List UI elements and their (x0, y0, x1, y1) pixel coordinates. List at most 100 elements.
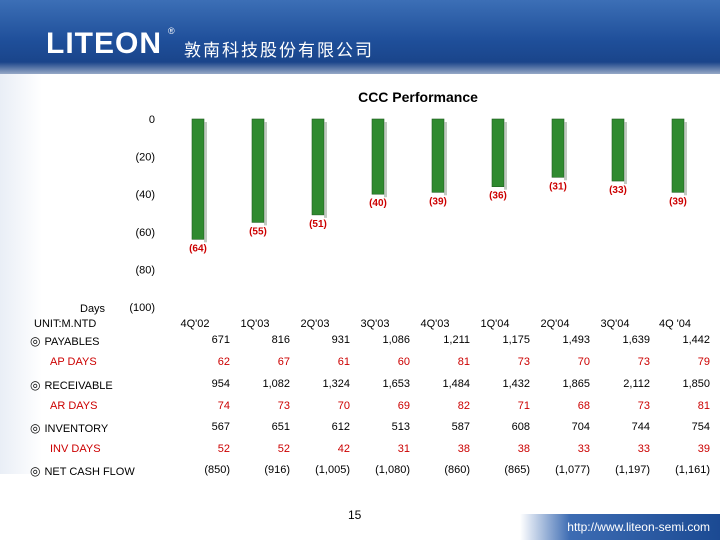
bar-value-label: (64) (189, 243, 207, 254)
bar-value-label: (39) (429, 196, 447, 207)
table-cell: 816 (271, 334, 290, 346)
table-cell: 33 (637, 443, 650, 455)
table-cell: 744 (631, 421, 650, 433)
table-cell: 1,082 (262, 378, 290, 390)
row-label: INV DAYS (50, 443, 101, 455)
table-cell: 60 (397, 356, 410, 368)
footer-url[interactable]: http://www.liteon-semi.com (567, 520, 710, 534)
row-label: ◎ RECEIVABLE (30, 378, 113, 392)
table-cell: 1,086 (382, 334, 410, 346)
table-cell: 1,639 (622, 334, 650, 346)
table-cell: 62 (217, 356, 230, 368)
table-cell: 70 (337, 400, 350, 412)
table-cell: 73 (637, 400, 650, 412)
table-cell: 52 (277, 443, 290, 455)
company-logo: LITEON (46, 27, 162, 60)
table-cell: (1,077) (555, 464, 590, 476)
row-label: AP DAYS (50, 356, 97, 368)
column-header: 1Q'03 (240, 318, 270, 330)
table-cell: 612 (331, 421, 350, 433)
table-cell: 1,432 (502, 378, 530, 390)
row-label-text: INV DAYS (50, 443, 101, 455)
left-decor-strip (0, 74, 42, 474)
chart-bar (491, 118, 505, 187)
table-cell: 1,484 (442, 378, 470, 390)
table-cell: 73 (517, 356, 530, 368)
chart-bar (671, 118, 685, 193)
column-header: 2Q'03 (300, 318, 330, 330)
table-cell: 954 (211, 378, 230, 390)
bar-shadow (564, 122, 567, 181)
table-cell: 42 (337, 443, 350, 455)
table-cell: 931 (331, 334, 350, 346)
bar-value-label: (39) (669, 196, 687, 207)
table-cell: 74 (217, 400, 230, 412)
table-cell: 38 (517, 443, 530, 455)
table-cell: (1,197) (615, 464, 650, 476)
table-cell: 81 (697, 400, 710, 412)
company-name: 敦南科技股份有限公司 (184, 41, 374, 61)
registered-mark: ® (168, 26, 175, 36)
column-header: 2Q'04 (540, 318, 570, 330)
table-cell: 81 (457, 356, 470, 368)
chart-bar (191, 118, 205, 240)
column-header: 4Q '04 (658, 318, 692, 330)
table-cell: (1,161) (675, 464, 710, 476)
row-label-text: NET CASH FLOW (44, 466, 135, 478)
bar-value-label: (33) (609, 185, 627, 196)
table-cell: 71 (517, 400, 530, 412)
column-header: 3Q'03 (360, 318, 390, 330)
table-cell: (850) (204, 464, 230, 476)
table-cell: 61 (337, 356, 350, 368)
table-cell: 567 (211, 421, 230, 433)
column-header: 4Q'03 (420, 318, 450, 330)
table-cell: 754 (691, 421, 710, 433)
table-cell: 70 (577, 356, 590, 368)
bar-shadow (324, 122, 327, 218)
bar-value-label: (55) (249, 226, 267, 237)
table-cell: 2,112 (623, 378, 650, 390)
y-axis-label: Days (80, 303, 106, 315)
row-label-text: AR DAYS (50, 400, 98, 412)
bar-value-label: (31) (549, 181, 567, 192)
y-tick-label: 0 (149, 114, 155, 126)
table-cell: 1,211 (443, 334, 470, 346)
table-cell: 704 (571, 421, 590, 433)
table-cell: 82 (457, 400, 470, 412)
table-cell: 1,850 (682, 378, 710, 390)
row-label: AR DAYS (50, 400, 97, 412)
column-header: 3Q'04 (600, 318, 630, 330)
bar-value-label: (36) (489, 191, 507, 202)
header-shade (0, 62, 720, 74)
ccc-chart: CCC Performance 0 (20) (40) (60) (80) (100) Day… (80, 89, 687, 315)
table-cell: 513 (391, 421, 410, 433)
table-cell: 1,175 (502, 334, 530, 346)
chart-bar (311, 118, 325, 216)
row-label-text: PAYABLES (44, 336, 100, 348)
y-tick-label: (80) (135, 264, 155, 276)
bar-value-label: (40) (369, 198, 387, 209)
table-cell: 38 (457, 443, 470, 455)
row-label-text: AP DAYS (50, 356, 97, 368)
y-tick-label: (20) (135, 152, 155, 164)
bar-shadow (384, 122, 387, 198)
bar-shadow (504, 122, 507, 190)
column-header: 1Q'04 (480, 318, 510, 330)
table-cell: 1,442 (682, 334, 710, 346)
bullet-icon: ◎ (30, 378, 41, 392)
chart-bar (431, 118, 445, 193)
table-cell: 651 (271, 421, 290, 433)
chart-bar (611, 118, 625, 182)
table-cell: (1,080) (375, 464, 410, 476)
bar-shadow (204, 122, 207, 243)
bullet-icon: ◎ (30, 334, 41, 348)
table-cell: 671 (211, 334, 230, 346)
row-label-text: RECEIVABLE (44, 380, 113, 392)
table-cell: (865) (504, 464, 530, 476)
chart-bar (551, 118, 565, 178)
table-cell: 1,493 (562, 334, 590, 346)
y-tick-label: (100) (129, 302, 155, 314)
bar-shadow (624, 122, 627, 185)
bar-value-label: (51) (309, 219, 327, 230)
table-cell: 608 (511, 421, 530, 433)
